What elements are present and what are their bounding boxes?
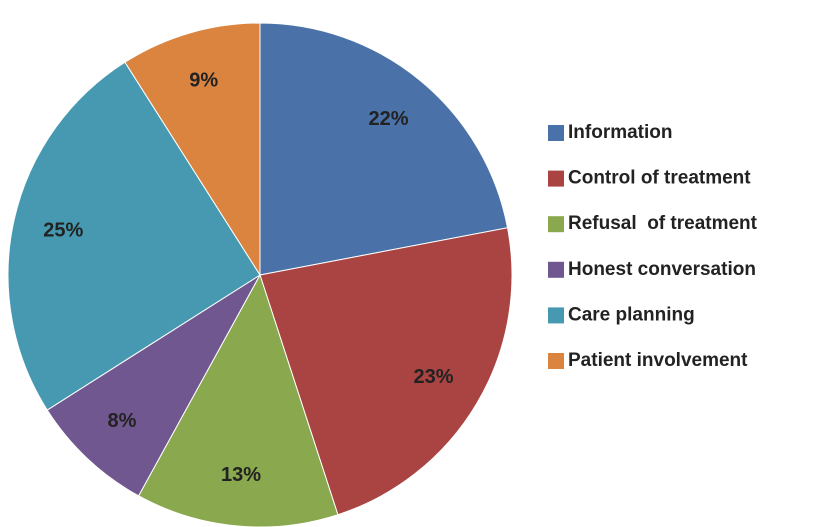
legend-swatch — [548, 353, 564, 369]
pie-slice — [259, 22, 509, 276]
legend-label: Care planning — [568, 304, 695, 325]
pie-slice — [259, 227, 513, 516]
value-label: 9% — [189, 70, 218, 92]
value-label: 25% — [43, 219, 83, 241]
value-label: 23% — [414, 366, 454, 388]
value-label: 22% — [368, 108, 408, 130]
legend-swatch — [548, 125, 564, 141]
legend-swatch — [548, 216, 564, 233]
pie-slice — [7, 61, 261, 411]
legend-label: Information — [568, 122, 673, 143]
legend-swatch — [548, 170, 564, 187]
pie-slice — [46, 274, 261, 497]
pie-slice — [137, 273, 339, 527]
legend-label: Patient involvement — [568, 350, 748, 371]
pie-slice — [124, 22, 261, 277]
value-label: 13% — [221, 464, 261, 486]
legend-label: Control of treatment — [568, 168, 751, 189]
value-label: 8% — [108, 410, 137, 432]
legend-swatch — [548, 307, 564, 324]
legend-label: Refusal of treatment — [568, 213, 758, 234]
legend-label: Honest conversation — [568, 259, 756, 280]
legend-swatch — [548, 261, 564, 278]
